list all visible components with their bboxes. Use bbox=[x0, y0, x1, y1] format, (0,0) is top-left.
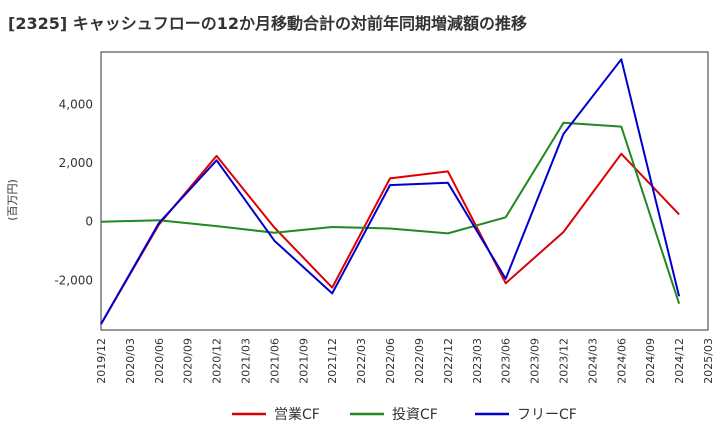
legend-label: フリーCF bbox=[517, 407, 577, 423]
series-line bbox=[100, 58, 681, 325]
x-tick-label: 2020/09 bbox=[182, 338, 195, 384]
x-tick-label: 2024/03 bbox=[586, 338, 599, 384]
x-tick-label: 2023/03 bbox=[471, 338, 484, 384]
chart-title: [2325] キャッシュフローの12か月移動合計の対前年同期増減額の推移 bbox=[8, 14, 527, 33]
x-tick-label: 2020/06 bbox=[153, 338, 166, 384]
x-tick-label: 2020/03 bbox=[124, 338, 137, 384]
x-tick-label: 2023/09 bbox=[529, 338, 542, 384]
x-tick-label: 2019/12 bbox=[95, 338, 108, 384]
series-line bbox=[100, 121, 681, 305]
y-tick-label: -2,000 bbox=[54, 273, 93, 287]
x-tick-label: 2022/03 bbox=[355, 338, 368, 384]
plot-area bbox=[100, 51, 709, 331]
x-tick-label: 2022/09 bbox=[413, 338, 426, 384]
legend-label: 投資CF bbox=[392, 407, 438, 423]
y-tick-label: 4,000 bbox=[59, 98, 93, 112]
x-tick-label: 2024/12 bbox=[673, 338, 686, 384]
x-tick-label: 2022/12 bbox=[442, 338, 455, 384]
x-tick-label: 2021/06 bbox=[268, 338, 281, 384]
x-tick-label: 2021/03 bbox=[240, 338, 253, 384]
x-tick-label: 2021/09 bbox=[297, 338, 310, 384]
x-tick-label: 2024/06 bbox=[615, 338, 628, 384]
y-tick-label: 0 bbox=[85, 215, 93, 229]
legend-label: 営業CF bbox=[274, 407, 320, 423]
x-tick-label: 2023/06 bbox=[500, 338, 513, 384]
x-tick-label: 2022/06 bbox=[384, 338, 397, 384]
y-axis-label: (百万円) bbox=[6, 179, 19, 221]
x-tick-label: 2025/03 bbox=[702, 338, 715, 384]
x-tick-label: 2023/12 bbox=[557, 338, 570, 384]
x-tick-label: 2024/09 bbox=[644, 338, 657, 384]
x-tick-label: 2021/12 bbox=[326, 338, 339, 384]
x-tick-label: 2020/12 bbox=[211, 338, 224, 384]
series-line bbox=[100, 152, 680, 325]
y-tick-label: 2,000 bbox=[59, 156, 93, 170]
